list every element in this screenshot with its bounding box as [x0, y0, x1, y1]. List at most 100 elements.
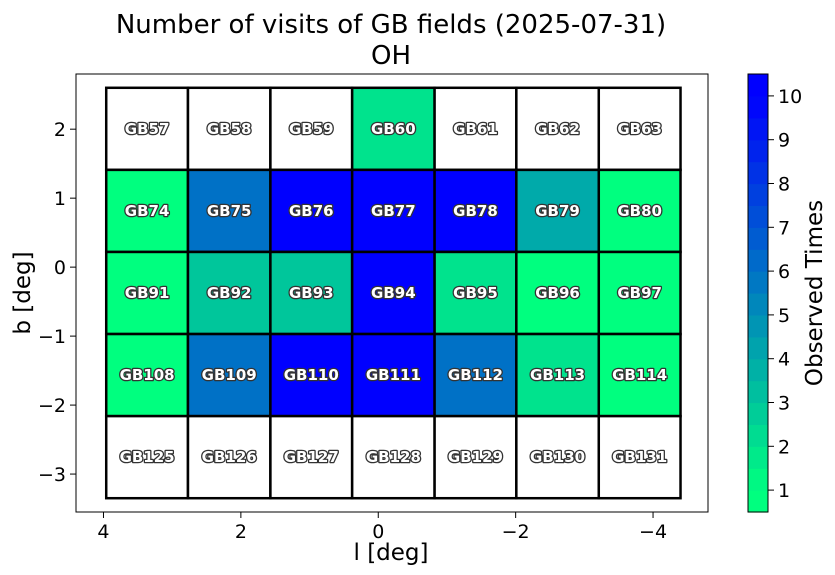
field-cells — [104, 86, 682, 500]
x-axis-label: l [deg] — [354, 540, 429, 566]
field-label: GB110 — [284, 366, 339, 384]
field-label: GB97 — [617, 284, 662, 302]
field-cell — [186, 86, 272, 172]
field-label: GB96 — [535, 284, 580, 302]
y-axis-ticks: 2 1 0 −1 −2 −3 — [38, 119, 76, 486]
field-label: GB77 — [371, 202, 416, 220]
field-label: GB58 — [207, 120, 252, 138]
field-cell — [104, 168, 190, 254]
field-cell — [597, 414, 682, 500]
colorbar-tick-label: 10 — [778, 86, 802, 108]
colorbar-band — [748, 161, 768, 185]
colorbar-tick-label: 5 — [778, 305, 790, 327]
colorbar-band — [748, 468, 768, 491]
colorbar-band — [748, 74, 768, 97]
colorbar-tick-label: 9 — [778, 130, 790, 152]
colorbar-band — [748, 293, 768, 316]
colorbar-band — [748, 336, 768, 360]
x-tick-label: −4 — [639, 521, 667, 543]
field-cell — [515, 332, 601, 418]
field-cell — [433, 250, 518, 336]
field-label: GB92 — [207, 284, 252, 302]
field-label: GB109 — [202, 366, 257, 384]
field-label: GB114 — [612, 366, 667, 384]
chart-title: Number of visits of GB fields (2025-07-3… — [116, 10, 666, 40]
colorbar-band — [748, 424, 768, 447]
x-axis-ticks: 4 2 0 −2 −4 — [97, 512, 667, 543]
y-tick-label: 2 — [54, 119, 66, 141]
colorbar-band — [748, 95, 768, 119]
field-label: GB78 — [453, 202, 498, 220]
colorbar-tick-label: 6 — [778, 261, 790, 283]
colorbar-band — [748, 227, 768, 250]
field-label: GB94 — [371, 284, 416, 302]
field-cell — [269, 414, 354, 500]
colorbar-band — [748, 380, 768, 404]
field-label: GB80 — [617, 202, 662, 220]
x-tick-label: 0 — [372, 521, 384, 543]
x-tick-label: 4 — [97, 521, 109, 543]
colorbar-frame — [747, 73, 769, 513]
field-label: GB95 — [453, 284, 498, 302]
colorbar-band — [748, 314, 768, 338]
colorbar-band — [748, 446, 768, 469]
colorbar-tick-label: 8 — [778, 174, 790, 196]
field-label: GB131 — [612, 448, 667, 466]
field-label: GB93 — [289, 284, 334, 302]
field-cell — [597, 168, 682, 254]
colorbar-band — [748, 402, 768, 425]
plot-frame — [75, 73, 709, 513]
field-cell — [104, 86, 190, 172]
field-label: GB59 — [289, 120, 334, 138]
field-label: GB128 — [366, 448, 421, 466]
colorbar-tick-label: 1 — [778, 480, 790, 502]
field-label: GB112 — [448, 366, 503, 384]
field-cell — [433, 168, 518, 254]
field-cell — [186, 250, 272, 336]
y-tick-label: −2 — [38, 395, 66, 417]
colorbar-label: Observed Times — [802, 200, 828, 386]
field-label: GB126 — [202, 448, 257, 466]
colorbar-tick-label: 7 — [778, 217, 790, 239]
colorbar-band — [748, 117, 768, 141]
field-cell — [104, 332, 190, 418]
y-tick-label: −3 — [38, 464, 66, 486]
y-tick-label: 1 — [54, 188, 66, 210]
field-label: GB76 — [289, 202, 334, 220]
x-tick-label: −2 — [502, 521, 530, 543]
colorbar-band — [748, 271, 768, 294]
field-labels: GB57 GB58 GB59 GB60 GB61 GB62 GB63 GB74 GB75 GB76… — [118, 119, 668, 468]
field-label: GB61 — [453, 120, 498, 138]
colorbar-band — [748, 139, 768, 163]
field-label: GB79 — [535, 202, 580, 220]
chart-subtitle: OH — [371, 41, 411, 71]
field-cell — [597, 250, 682, 336]
field-label: GB74 — [125, 202, 170, 220]
x-tick-label: 2 — [235, 521, 247, 543]
field-cell — [515, 250, 601, 336]
field-label: GB108 — [120, 366, 175, 384]
colorbar-band — [748, 205, 768, 228]
field-label: GB125 — [120, 448, 175, 466]
colorbar-band — [748, 358, 768, 382]
field-cell — [186, 332, 272, 418]
y-tick-label: 0 — [54, 257, 66, 279]
field-cell — [515, 414, 601, 500]
field-label: GB63 — [617, 120, 662, 138]
field-cell — [104, 414, 190, 500]
field-label: GB75 — [207, 202, 252, 220]
field-label: GB113 — [530, 366, 585, 384]
colorbar-tick-label: 3 — [778, 393, 790, 415]
colorbar — [748, 74, 768, 513]
y-tick-label: −1 — [38, 326, 66, 348]
field-label: GB91 — [125, 284, 170, 302]
y-axis-label: b [deg] — [10, 251, 36, 334]
field-cell — [515, 86, 601, 172]
field-label: GB57 — [125, 120, 170, 138]
field-label: GB60 — [371, 120, 416, 138]
field-label: GB127 — [284, 448, 339, 466]
field-label: GB62 — [535, 120, 580, 138]
colorbar-band — [748, 490, 768, 513]
colorbar-ticks: 1 2 3 4 5 6 7 8 9 10 — [768, 86, 802, 502]
